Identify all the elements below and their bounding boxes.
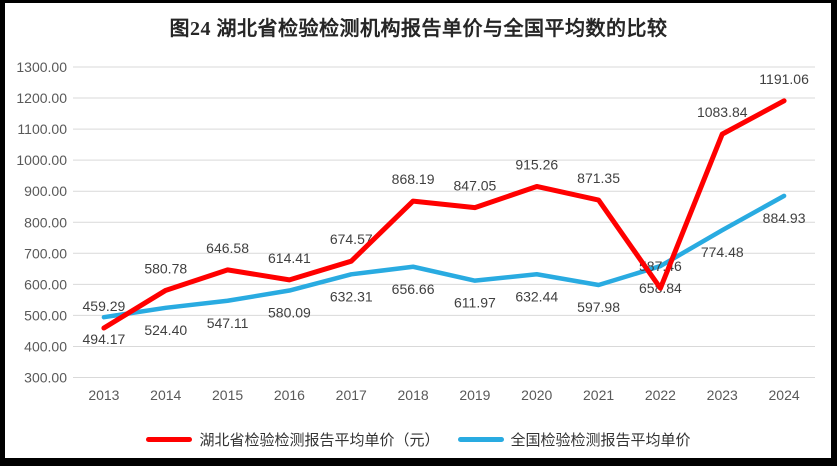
data-label: 524.40: [144, 322, 187, 338]
legend-label-hubei: 湖北省检验检测报告平均单价（元）: [199, 432, 440, 449]
x-tick-label: 2017: [336, 387, 367, 403]
y-tick-label: 500.00: [24, 307, 67, 323]
chart-title: 图24 湖北省检验检测机构报告单价与全国平均数的比较: [169, 18, 668, 40]
legend-line-swatch-hubei: [146, 437, 193, 442]
data-label: 547.11: [207, 315, 249, 331]
y-tick-label: 400.00: [24, 338, 67, 354]
x-tick-label: 2023: [707, 387, 738, 403]
y-tick-label: 700.00: [24, 245, 67, 261]
x-tick-label: 2019: [459, 387, 490, 403]
series-line: [101, 193, 787, 320]
x-tick-label: 2013: [88, 387, 119, 403]
data-label: 847.05: [454, 178, 497, 194]
data-label: 611.97: [454, 295, 496, 311]
y-tick-label: 1100.00: [17, 121, 67, 137]
x-tick-label: 2018: [398, 387, 429, 403]
y-tick-label: 300.00: [24, 370, 67, 386]
data-label: 580.09: [268, 305, 311, 321]
legend-item-hubei: 湖北省检验检测报告平均单价（元）: [146, 429, 440, 450]
x-tick-label: 2014: [150, 387, 181, 403]
series-line: [101, 98, 787, 331]
legend-item-national: 全国检验检测报告平均单价: [457, 429, 691, 450]
data-label: 459.29: [83, 298, 126, 314]
x-tick-label: 2022: [645, 387, 676, 403]
data-label: 646.58: [206, 240, 249, 256]
y-tick-label: 600.00: [24, 276, 67, 292]
data-label: 868.19: [392, 171, 435, 187]
data-label: 1191.06: [759, 71, 809, 87]
y-tick-label: 1200.00: [16, 90, 67, 106]
chart-canvas: [5, 3, 831, 458]
data-label: 674.57: [330, 231, 373, 247]
data-label: 915.26: [515, 156, 558, 172]
data-label: 580.78: [144, 260, 187, 276]
data-label: 614.41: [268, 250, 311, 266]
chart-legend: 湖北省检验检测报告平均单价（元） 全国检验检测报告平均单价: [0, 429, 837, 450]
legend-label-national: 全国检验检测报告平均单价: [510, 432, 691, 449]
data-label: 1083.84: [697, 104, 748, 120]
x-tick-label: 2016: [274, 387, 305, 403]
y-tick-label: 800.00: [24, 214, 67, 230]
legend-line-swatch-national: [457, 437, 504, 442]
y-tick-label: 1300.00: [16, 59, 67, 75]
data-label: 597.98: [577, 299, 620, 315]
x-tick-label: 2015: [212, 387, 243, 403]
data-label: 656.66: [392, 281, 435, 297]
data-label: 871.35: [577, 170, 620, 186]
y-tick-label: 1000.00: [16, 152, 67, 168]
data-label: 632.44: [515, 288, 558, 304]
data-label: 774.48: [701, 244, 744, 260]
x-tick-label: 2020: [521, 387, 552, 403]
x-tick-label: 2024: [769, 387, 800, 403]
data-label: 632.31: [330, 288, 373, 304]
x-tick-label: 2021: [583, 387, 614, 403]
data-label: 494.17: [83, 331, 126, 347]
y-tick-label: 900.00: [24, 183, 67, 199]
data-label: 884.93: [763, 210, 806, 226]
